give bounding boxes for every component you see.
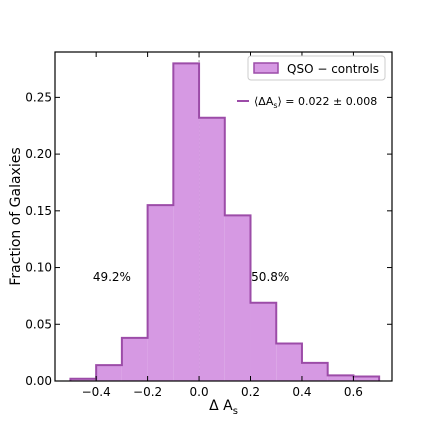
histogram-bar — [276, 343, 302, 381]
legend: QSO − controls — [247, 55, 386, 81]
histogram-bar — [173, 63, 200, 382]
histogram-outline — [69, 62, 381, 381]
histogram-bars — [70, 63, 380, 382]
y-tick-label: 0.05 — [25, 317, 52, 331]
plot-area: 49.2% 50.8% — [69, 52, 381, 382]
x-tick-label: 0.0 — [190, 385, 209, 399]
histogram-bar — [70, 378, 97, 381]
x-tick-label: 0.4 — [292, 385, 311, 399]
y-tick-label: 0.25 — [25, 90, 52, 104]
plot-frame — [54, 51, 393, 382]
x-tick-label: −0.4 — [82, 385, 111, 399]
x-axis-label: Δ As — [209, 398, 238, 417]
y-tick-label: 0.10 — [25, 261, 52, 275]
legend-box — [247, 55, 386, 81]
y-tick-label: 0.00 — [25, 374, 52, 388]
y-tick-label: 0.15 — [25, 204, 52, 218]
legend-series-label: QSO − controls — [287, 62, 379, 76]
x-axis: −0.4 −0.2 0.0 0.2 0.4 0.6 — [82, 52, 363, 399]
histogram-bar — [96, 365, 122, 381]
histogram-bar — [301, 362, 328, 381]
left-fraction-annotation: 49.2% — [93, 270, 131, 284]
y-tick-label: 0.20 — [25, 147, 52, 161]
histogram-bar — [121, 337, 148, 381]
x-tick-label: 0.2 — [241, 385, 260, 399]
histogram-bar — [147, 205, 174, 381]
histogram-bar — [250, 302, 277, 381]
x-tick-label: −0.2 — [133, 385, 162, 399]
legend-swatch — [253, 62, 279, 74]
histogram-bar — [353, 376, 380, 381]
right-fraction-annotation: 50.8% — [251, 270, 289, 284]
y-axis-label: Fraction of Galaxies — [8, 147, 24, 285]
mean-legend: ⟨ΔAs⟩ = 0.022 ± 0.008 — [237, 95, 377, 110]
histogram-bar — [327, 375, 354, 381]
y-axis: 0.00 0.05 0.10 0.15 0.20 0.25 — [25, 90, 392, 388]
histogram-bar — [199, 117, 225, 382]
histogram-bar — [224, 215, 251, 381]
x-tick-label: 0.6 — [344, 385, 363, 399]
mean-label: ⟨ΔAs⟩ = 0.022 ± 0.008 — [254, 95, 377, 110]
